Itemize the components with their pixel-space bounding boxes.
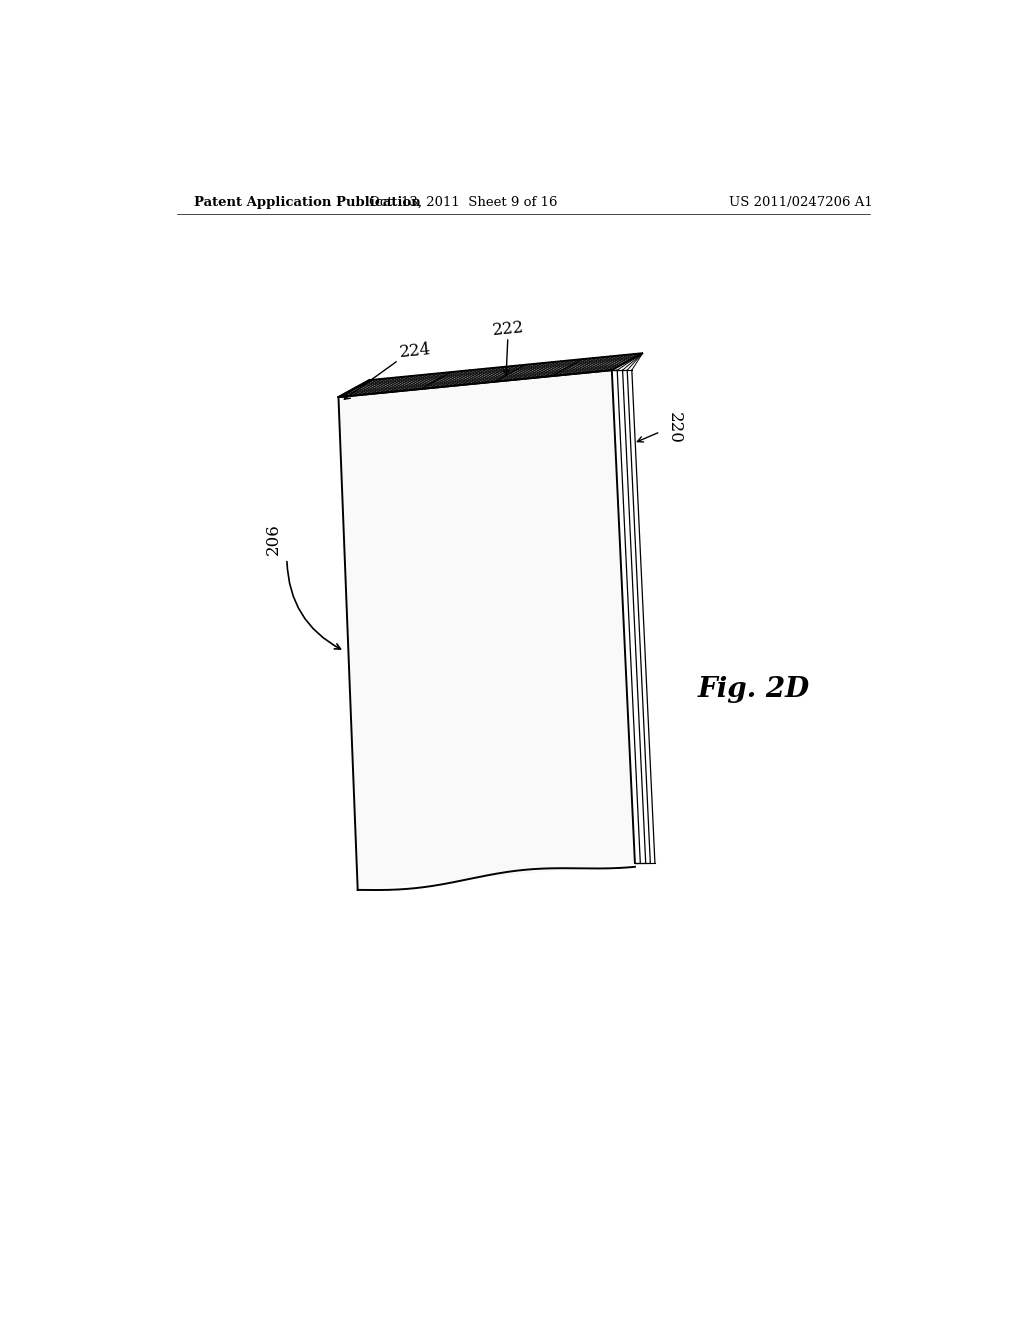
Text: Patent Application Publication: Patent Application Publication — [194, 195, 421, 209]
Text: 222: 222 — [492, 319, 524, 339]
Text: 220: 220 — [666, 412, 683, 444]
Polygon shape — [339, 354, 643, 397]
Text: Oct. 13, 2011  Sheet 9 of 16: Oct. 13, 2011 Sheet 9 of 16 — [369, 195, 557, 209]
Text: 206: 206 — [264, 524, 282, 556]
Polygon shape — [339, 370, 635, 890]
Text: 224: 224 — [398, 341, 432, 360]
Text: US 2011/0247206 A1: US 2011/0247206 A1 — [729, 195, 872, 209]
Text: Fig. 2D: Fig. 2D — [698, 676, 810, 704]
